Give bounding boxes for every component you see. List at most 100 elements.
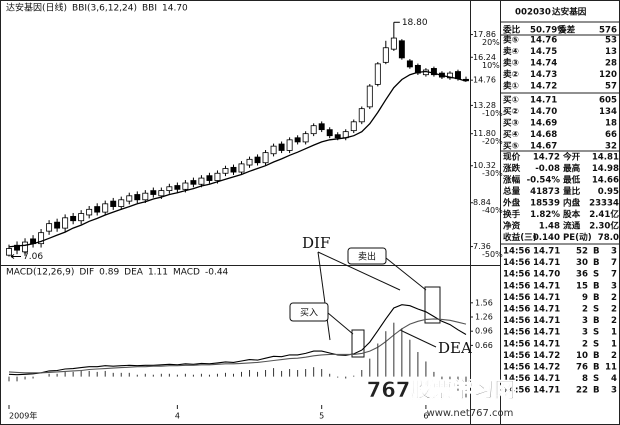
y-tick-note: -10% (482, 109, 503, 118)
bid-volume: 134 (599, 107, 617, 117)
pointer (385, 257, 427, 291)
bbi-line (8, 70, 467, 248)
candle-body (455, 71, 461, 80)
trade-count: 2 (611, 316, 617, 326)
trade-price: 14.71 (533, 339, 560, 349)
trade-count: 7 (611, 258, 617, 268)
quote-cell: 委差 (557, 24, 576, 36)
ask-price: 14.75 (530, 47, 557, 57)
callout-box (289, 302, 329, 322)
trade-time: 14:56 (503, 247, 530, 257)
stat-label: 换手 (503, 208, 521, 220)
trade-time: 14:56 (503, 339, 530, 349)
y-tick-label: 14.76 (473, 76, 496, 85)
trade-count: 1 (611, 328, 617, 338)
trade-time: 14:56 (503, 305, 530, 315)
quote-cell: 委比 (502, 24, 521, 36)
y-tick-note: -30% (482, 169, 503, 178)
legend-text: MACD(12,26,9) (6, 268, 74, 278)
trade-side: S (593, 305, 599, 315)
trade-side: B (593, 247, 600, 257)
annotation: DIF (302, 234, 330, 252)
annotation: 买入 (300, 308, 318, 319)
candle-body (126, 195, 133, 202)
candle-body (150, 190, 157, 195)
trade-volume: 3 (582, 328, 588, 338)
pointer (327, 312, 354, 335)
trade-count: 4 (611, 374, 617, 384)
trade-side: B (593, 363, 600, 373)
annotation: 18.80 (402, 18, 428, 28)
candle-body (38, 232, 45, 245)
bid-price: 14.71 (530, 96, 557, 106)
stat-label: 股本 (563, 208, 581, 220)
bid-price: 14.67 (530, 142, 557, 152)
stock-name: 达安基因 (552, 6, 587, 18)
legend-text: 14.70 (162, 4, 188, 14)
bid-label: 买⑤ (503, 141, 519, 152)
stat-label: 内盘 (563, 197, 581, 209)
stat-value: 14.81 (592, 153, 619, 163)
trade-time: 14:56 (503, 281, 530, 291)
dea-line (8, 318, 467, 374)
trade-price: 14.71 (533, 293, 560, 303)
stat-value: 14.98 (592, 164, 619, 174)
candle-body (382, 47, 389, 63)
trade-volume: 30 (576, 258, 588, 268)
stat-label: 净资 (503, 220, 521, 232)
candle-body (230, 166, 237, 173)
legend-text: -0.44 (205, 268, 229, 278)
candle-body (366, 85, 373, 108)
stat-value: -0.08 (535, 164, 560, 174)
candle-body (118, 199, 125, 207)
y-tick-note: -20% (482, 137, 503, 146)
stat-label: 涨跌 (503, 162, 521, 174)
trade-volume: 2 (582, 305, 588, 315)
candle-body (142, 192, 149, 201)
candle-body (302, 133, 309, 143)
trade-time: 14:56 (503, 293, 530, 303)
legend-text: MACD (173, 268, 200, 278)
candle-body (286, 139, 293, 151)
trade-volume: 10 (576, 351, 588, 361)
ask-volume: 28 (605, 59, 617, 69)
annotation: 7.06 (23, 252, 43, 262)
trade-volume: 3 (582, 316, 588, 326)
legend-text: 达安基因(日线) (6, 2, 67, 14)
highlight-box (424, 286, 441, 324)
legend-text: DIF (79, 268, 94, 278)
ask-label: 卖⑤ (503, 34, 519, 46)
ask-price: 14.74 (530, 59, 557, 69)
x-tick-label: 5 (319, 412, 324, 421)
candle-body (22, 241, 29, 253)
trade-count: 2 (611, 305, 617, 315)
y-tick-label: 10.32 (473, 161, 496, 170)
candle-body (430, 68, 437, 76)
ask-volume: 13 (605, 47, 617, 57)
stat-value: 0.140 (533, 233, 560, 243)
candle-body (270, 145, 277, 155)
y-tick-label: 16.24 (473, 53, 496, 62)
trade-side: B (593, 386, 600, 396)
stat-label: 流通 (563, 220, 581, 232)
trade-volume: 76 (576, 363, 588, 373)
y-tick-note: -40% (482, 206, 503, 215)
candle-body (214, 172, 221, 181)
bid-price: 14.68 (530, 130, 557, 140)
candle-body (310, 125, 317, 135)
pointer (317, 251, 331, 341)
bid-volume: 18 (605, 119, 617, 129)
trade-side: B (593, 281, 600, 291)
stat-label: 收益(三) (503, 231, 537, 243)
y-tick-label: 1.26 (475, 313, 493, 322)
ask-price: 14.73 (530, 70, 557, 80)
trade-count: 2 (611, 293, 617, 303)
candle-body (326, 129, 333, 137)
trade-side: S (593, 339, 599, 349)
candle-body (398, 40, 405, 59)
highlight-box (351, 329, 365, 358)
ask-label: 卖④ (503, 45, 519, 57)
candle-body (158, 190, 165, 197)
stat-value: 18539 (530, 199, 560, 209)
y-tick-label: 7.36 (473, 242, 491, 251)
